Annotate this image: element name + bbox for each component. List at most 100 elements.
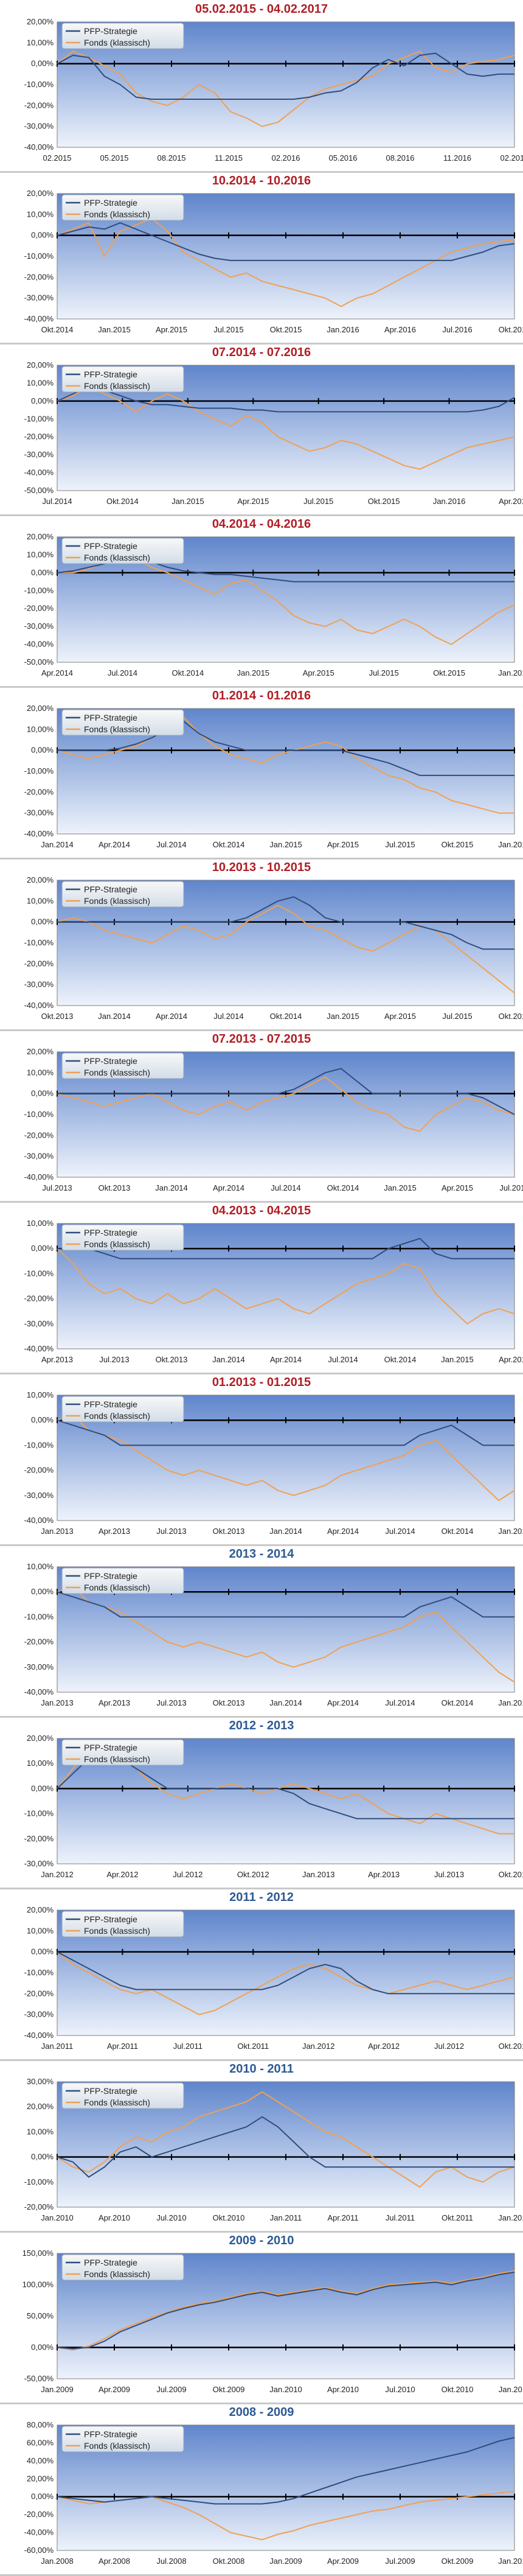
chart-panel: 05.02.2015 - 04.02.2017 20,00% 10,00% 0,00%… [0, 1, 523, 173]
x-tick-label: Jul.2016 [442, 325, 472, 334]
x-tick-label: Jan.2013 [41, 1527, 74, 1536]
x-tick-label: Jul.2013 [156, 1527, 186, 1536]
chart-svg: 20,00% 10,00% 0,00% -10,00% -20,00% -30,00% -4… [24, 705, 523, 849]
x-tick-label: Apr.2013 [368, 1870, 400, 1879]
y-tick-label: -40,00% [24, 2031, 54, 2040]
legend-label: PFP-Strategie [84, 713, 137, 723]
x-tick-label: Okt.2013 [41, 1012, 74, 1021]
chart-svg: 20,00% 10,00% 0,00% -10,00% -20,00% -30,00% -4… [24, 533, 523, 677]
legend-label: Fonds (klassisch) [84, 1754, 150, 1764]
x-tick-label: Okt.2014 [213, 840, 245, 849]
x-tick-label: Apr.2012 [368, 2042, 400, 2051]
x-tick-label: Apr.2014 [327, 1527, 359, 1536]
y-tick-label: -20,00% [24, 1466, 54, 1475]
y-tick-label: -40,00% [24, 640, 54, 649]
chart-title: 10.2014 - 10.2016 [212, 174, 311, 187]
x-tick-label: Okt.2015 [442, 840, 474, 849]
x-tick-label: Okt.2014 [106, 497, 139, 506]
y-tick-label: 0,00% [31, 231, 54, 240]
y-tick-label: 10,00% [27, 1563, 54, 1571]
x-tick-label: Jan.2014 [269, 1527, 302, 1536]
chart-svg: 20,00% 10,00% 0,00% -10,00% -20,00% -30,00% -4… [24, 18, 523, 163]
x-tick-label: Okt.2016 [499, 325, 523, 334]
y-tick-label: 10,00% [27, 378, 54, 387]
legend-label: Fonds (klassisch) [84, 724, 150, 734]
y-tick-label: 10,00% [27, 209, 54, 219]
x-tick-label: Okt.2014 [442, 1527, 474, 1536]
x-tick-label: Jan.2012 [41, 1870, 74, 1879]
y-tick-label: 20,00% [27, 1906, 54, 1914]
y-tick-label: -40,00% [24, 1687, 54, 1696]
chart-panel: 2012 - 2013 20,00% 10,00% 0,00% -10,00% -20,0… [0, 1718, 523, 1889]
y-tick-label: -30,00% [24, 293, 54, 303]
series-line-fonds-klassisch [57, 905, 515, 994]
chart-title: 2012 - 2013 [229, 1719, 294, 1732]
y-tick-label: -10,00% [24, 1440, 54, 1449]
x-tick-label: Jul.2014 [385, 1698, 415, 1707]
x-tick-label: Jul.2010 [385, 2385, 415, 2394]
x-tick-label: Jul.2013 [99, 1355, 129, 1364]
legend-label: Fonds (klassisch) [84, 553, 150, 562]
legend-label: PFP-Strategie [84, 26, 137, 36]
x-tick-label: Jan.2009 [269, 2557, 302, 2566]
legend-box [61, 709, 184, 736]
legend-box [61, 2426, 184, 2452]
series-line-fonds-klassisch [57, 218, 515, 307]
y-tick-label: -20,00% [24, 1130, 54, 1139]
y-tick-label: 150,00% [23, 2250, 54, 2258]
chart-svg: 150,00% 100,00% 50,00% 0,00% -50,00% Jan.2009… [23, 2250, 523, 2394]
series-line-pfp-strategie [57, 1419, 514, 1446]
series-line-fonds-klassisch [57, 386, 515, 470]
y-tick-label: -20,00% [24, 787, 54, 796]
x-tick-label: Apr.2012 [106, 1870, 138, 1879]
x-tick-label: Okt.2014 [327, 1183, 359, 1192]
y-tick-label: 0,00% [31, 1089, 54, 1098]
x-tick-label: Okt.2015 [368, 497, 400, 506]
series-line-pfp-strategie [57, 1591, 514, 1618]
legend-box [61, 366, 184, 393]
x-tick-label: Jan.2011 [270, 2213, 302, 2222]
x-tick-label: Jul.2014 [42, 497, 72, 506]
y-tick-label: -20,00% [24, 1834, 54, 1843]
y-tick-label: 0,00% [31, 59, 54, 68]
legend-label: Fonds (klassisch) [84, 1583, 150, 1592]
x-tick-label: Jul.2014 [385, 1527, 415, 1536]
y-tick-label: -10,00% [24, 586, 54, 595]
x-tick-label: Jan.2012 [498, 2213, 523, 2222]
x-tick-label: Jul.2015 [499, 1183, 523, 1192]
series-line-fonds-klassisch [57, 1951, 515, 2015]
y-tick-label: 0,00% [31, 2152, 54, 2161]
legend-box [61, 881, 184, 908]
legend-label: PFP-Strategie [84, 2429, 137, 2439]
x-tick-label: 05.2015 [100, 153, 129, 163]
x-tick-label: Jan.2015 [384, 1183, 417, 1192]
x-tick-label: Jan.2012 [302, 2042, 335, 2051]
legend-label: PFP-Strategie [84, 369, 137, 379]
y-tick-label: -60,00% [24, 2546, 54, 2555]
y-tick-label: 0,00% [31, 1587, 54, 1596]
chart-legend: PFP-Strategie Fonds (klassisch) [61, 23, 184, 49]
legend-label: PFP-Strategie [84, 2086, 137, 2096]
legend-label: PFP-Strategie [84, 884, 137, 894]
legend-label: Fonds (klassisch) [84, 38, 150, 47]
legend-label: Fonds (klassisch) [84, 209, 150, 219]
legend-label: PFP-Strategie [84, 1571, 137, 1581]
chart-panel: 2009 - 2010 150,00% 100,00% 50,00% 0,00% -50,… [0, 2233, 523, 2404]
y-tick-label: -20,00% [24, 604, 54, 613]
y-tick-label: 0,00% [31, 396, 54, 405]
x-tick-label: Jan.2008 [41, 2557, 74, 2566]
y-tick-label: -10,00% [24, 1968, 54, 1977]
y-tick-label: -10,00% [24, 1269, 54, 1278]
chart-svg: 80,00% 60,00% 40,00% 20,00% 0,00% -20,00% -40,… [24, 2421, 523, 2566]
x-tick-label: Jan.2015 [269, 840, 302, 849]
chart-svg: 10,00% 0,00% -10,00% -20,00% -30,00% -40,00% A… [24, 1220, 523, 1364]
x-tick-label: Jul.2011 [386, 2213, 415, 2222]
x-tick-label: Apr.2013 [41, 1355, 73, 1364]
x-tick-label: Jul.2012 [434, 2042, 464, 2051]
chart-legend: PFP-Strategie Fonds (klassisch) [61, 1567, 184, 1594]
